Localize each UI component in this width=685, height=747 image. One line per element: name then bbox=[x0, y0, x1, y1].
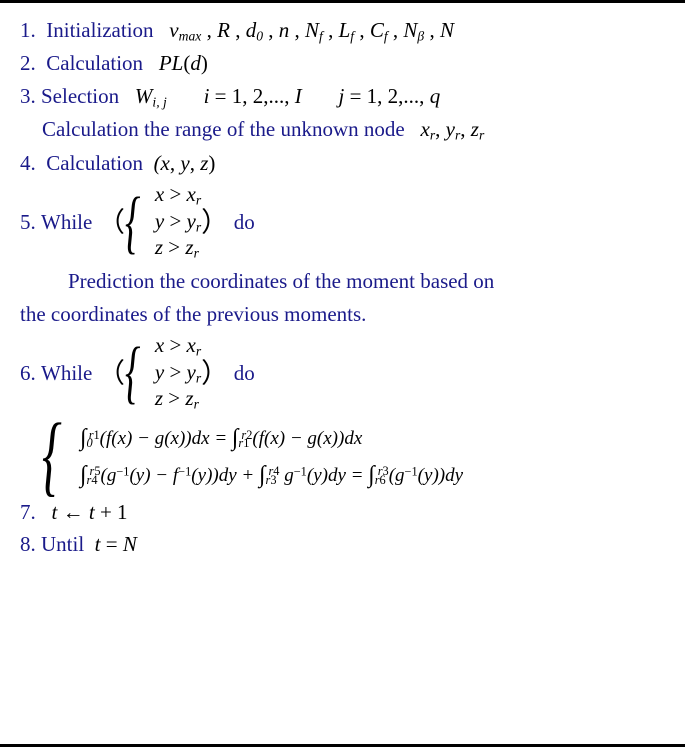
step-1: 1. Initialization vmax , R , d0 , n , Nf… bbox=[20, 17, 665, 44]
step-8: 8. Until t = N bbox=[20, 531, 665, 557]
step3-irange: i = 1, 2,..., I bbox=[204, 84, 307, 108]
step-num: 4. bbox=[20, 151, 36, 175]
step-label: Until bbox=[41, 532, 84, 556]
step3-coords: xr, yr, zr bbox=[420, 117, 484, 141]
integral-block: { ∫0r1(f(x) − g(x))dx = ∫r1r2(f(x) − g(x… bbox=[42, 419, 463, 493]
integral-system: { ∫0r1(f(x) − g(x))dx = ∫r1r2(f(x) − g(x… bbox=[20, 419, 665, 493]
step-6: 6. While （ { x > xr y > yr z > zr ） do bbox=[20, 333, 665, 413]
step-num: 3. bbox=[20, 84, 36, 108]
step-4: 4. Calculation (x, y, z) bbox=[20, 150, 665, 176]
step-label: Calculation bbox=[46, 151, 143, 175]
step2-expr: PL(d) bbox=[159, 51, 208, 75]
step8-expr: t = N bbox=[95, 532, 137, 556]
do-kw: do bbox=[234, 209, 255, 235]
step3-W: Wi, j bbox=[135, 84, 172, 108]
step5-pred2: the coordinates of the previous moments. bbox=[20, 301, 665, 327]
step-num: 8. bbox=[20, 532, 36, 556]
rparen: ） bbox=[201, 356, 228, 390]
step-num: 7. bbox=[20, 500, 36, 524]
lparen: （ bbox=[98, 205, 125, 239]
integral-line-1: ∫0r1(f(x) − g(x))dx = ∫r1r2(f(x) − g(x))… bbox=[80, 419, 463, 456]
step1-vars: vmax , R , d0 , n , Nf , Lf , Cf , Nβ , … bbox=[169, 18, 454, 42]
step3-sub-label: Calculation the range of the unknown nod… bbox=[42, 117, 405, 141]
step-3-sub: Calculation the range of the unknown nod… bbox=[20, 116, 665, 143]
rparen: ） bbox=[201, 205, 228, 239]
step-7: 7. t ← t + 1 bbox=[20, 499, 665, 525]
lparen: （ bbox=[98, 356, 125, 390]
step-3: 3. Selection Wi, j i = 1, 2,..., I j = 1… bbox=[20, 83, 665, 110]
step-5: 5. While （ { x > xr y > yr z > zr ） do bbox=[20, 182, 665, 262]
step4-tuple: (x, y, z) bbox=[154, 151, 216, 175]
step-label: Calculation bbox=[46, 51, 143, 75]
step-num: 1. bbox=[20, 18, 36, 42]
while-cond-6: { x > xr y > yr z > zr bbox=[125, 333, 201, 413]
step-2: 2. Calculation PL(d) bbox=[20, 50, 665, 76]
step-num: 5. bbox=[20, 209, 36, 235]
while-cond-5: { x > xr y > yr z > zr bbox=[125, 182, 201, 262]
step5-pred1: Prediction the coordinates of the moment… bbox=[20, 268, 665, 294]
step-label: While bbox=[41, 360, 92, 386]
step-label: Initialization bbox=[46, 18, 153, 42]
step-label: Selection bbox=[41, 84, 119, 108]
integral-line-2: ∫r4r5(g−1(y) − f−1(y))dy + ∫r3r4 g−1(y)d… bbox=[80, 456, 463, 493]
algorithm-box: 1. Initialization vmax , R , d0 , n , Nf… bbox=[0, 0, 685, 747]
step-num: 6. bbox=[20, 360, 36, 386]
step7-expr: t ← t + 1 bbox=[52, 500, 128, 524]
step-num: 2. bbox=[20, 51, 36, 75]
step3-jrange: j = 1, 2,..., q bbox=[339, 84, 441, 108]
step-label: While bbox=[41, 209, 92, 235]
do-kw: do bbox=[234, 360, 255, 386]
